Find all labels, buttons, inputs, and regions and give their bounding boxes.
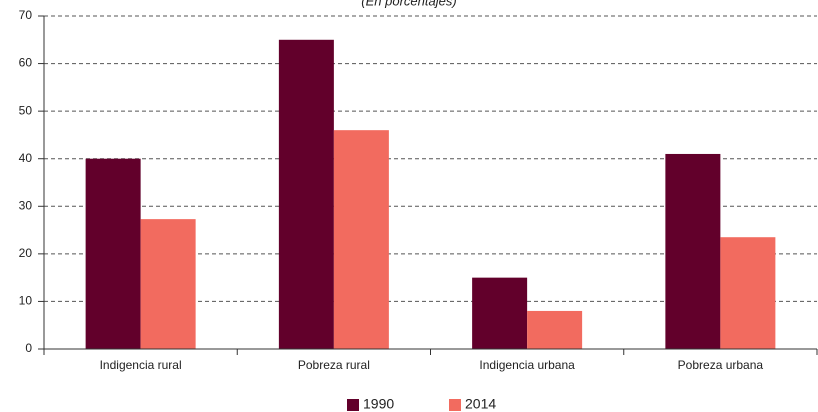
chart-subtitle: (En porcentajes) xyxy=(361,0,456,8)
x-tick-label: Indigencia urbana xyxy=(479,358,575,372)
bar xyxy=(333,130,389,349)
y-tick-label: 20 xyxy=(19,246,33,260)
y-tick-label: 50 xyxy=(19,103,33,117)
bar xyxy=(720,237,776,349)
x-tick-label: Pobreza rural xyxy=(298,358,370,372)
y-tick-label: 70 xyxy=(19,8,33,22)
legend-label: 1990 xyxy=(363,396,394,412)
y-tick-label: 40 xyxy=(19,151,33,165)
bar xyxy=(85,158,141,349)
x-tick-label: Indigencia rural xyxy=(100,358,182,372)
legend-label: 2014 xyxy=(465,396,496,412)
bar xyxy=(665,153,721,349)
bar xyxy=(278,39,334,350)
bar xyxy=(527,310,583,349)
x-tick-label: Pobreza urbana xyxy=(678,358,764,372)
y-tick-label: 30 xyxy=(19,198,33,212)
legend-swatch xyxy=(347,399,359,411)
legend-swatch xyxy=(449,399,461,411)
y-tick-label: 60 xyxy=(19,56,33,70)
bar xyxy=(472,277,528,349)
bar xyxy=(140,219,196,349)
y-tick-label: 10 xyxy=(19,294,33,308)
y-tick-label: 0 xyxy=(25,341,32,355)
